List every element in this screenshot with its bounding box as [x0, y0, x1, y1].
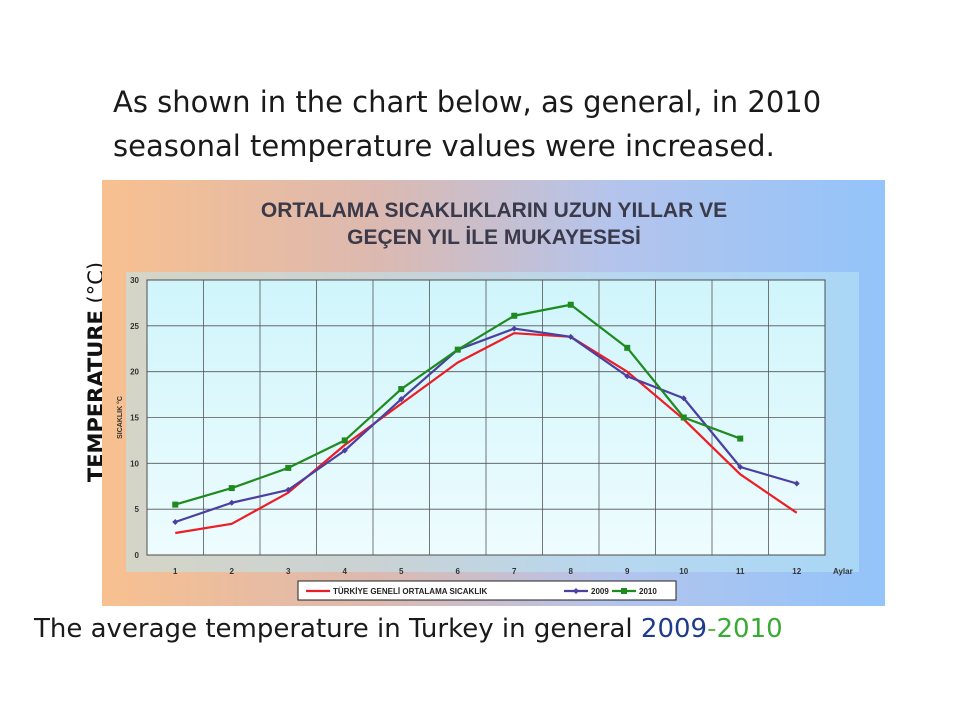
legend-label-0: TÜRKİYE GENELİ ORTALAMA SICAKLIK: [333, 587, 487, 596]
x-axis-label: Aylar: [833, 567, 853, 576]
series-line-0: [175, 332, 798, 535]
data-point: [454, 346, 461, 353]
x-tick-label: 11: [736, 567, 745, 576]
caption-year-2010: 2010: [716, 614, 783, 644]
temperature-chart: ORTALAMA SICAKLIKLARIN UZUN YILLAR VE GE…: [102, 180, 885, 606]
data-point: [567, 333, 574, 340]
data-point: [567, 301, 574, 308]
data-point: [737, 435, 744, 442]
x-tick-label: 5: [399, 567, 404, 576]
data-point: [341, 437, 348, 444]
data-point: [624, 373, 631, 380]
data-point: [624, 344, 631, 351]
legend-marker: [573, 588, 579, 594]
intro-text: As shown in the chart below, as general,…: [113, 80, 873, 168]
y-tick-label: 0: [135, 551, 140, 560]
data-point: [398, 396, 405, 403]
x-tick-label: 1: [173, 567, 178, 576]
x-tick-label: 12: [792, 567, 801, 576]
data-point: [511, 312, 518, 319]
data-point: [793, 480, 800, 487]
y-tick-label: 15: [130, 414, 139, 423]
data-point: [172, 501, 179, 508]
caption-year-2009: 2009: [640, 614, 708, 644]
y-tick-label: 10: [130, 459, 139, 468]
caption-text: The average temperature in Turkey in gen…: [34, 614, 641, 644]
data-point: [172, 519, 179, 525]
chart-subtitle: GEÇEN YIL İLE MUKAYESESİ: [347, 226, 641, 249]
data-point: [737, 464, 744, 470]
data-point: [680, 395, 687, 402]
chart-title: ORTALAMA SICAKLIKLARIN UZUN YILLAR VE: [261, 199, 727, 222]
data-point: [511, 325, 518, 332]
data-point: [341, 447, 348, 454]
legend-label-2: 2010: [639, 587, 657, 596]
x-tick-label: 8: [569, 567, 574, 576]
data-point: [285, 486, 292, 493]
legend-label-1: 2009: [591, 587, 609, 596]
legend-box: [297, 580, 677, 601]
y-tick-label: 25: [130, 322, 139, 331]
y-axis-label: SICAKLIK °C: [116, 396, 124, 439]
series-line-1: [174, 327, 798, 524]
intro-line-1: As shown in the chart below, as general,…: [113, 85, 822, 119]
x-tick-label: 9: [625, 567, 630, 576]
x-tick-label: 2: [230, 567, 235, 576]
temperature-chart-svg: ORTALAMA SICAKLIKLARIN UZUN YILLAR VE GE…: [102, 180, 885, 606]
y-tick-label: 5: [135, 505, 140, 514]
x-tick-label: 3: [286, 567, 291, 576]
data-point: [228, 485, 235, 492]
y-tick-label: 30: [130, 276, 139, 285]
data-point: [285, 464, 292, 471]
caption-dash: -: [707, 614, 717, 644]
data-point: [228, 499, 235, 506]
x-tick-label: 7: [512, 567, 517, 576]
chart-caption: The average temperature in Turkey in gen…: [34, 614, 783, 644]
y-tick-label: 20: [130, 368, 139, 377]
x-tick-label: 4: [343, 567, 348, 576]
intro-line-2: seasonal temperature values were increas…: [113, 129, 775, 163]
data-point: [398, 386, 405, 393]
legend-marker: [621, 588, 627, 594]
x-tick-label: 6: [456, 567, 461, 576]
data-point: [680, 414, 687, 421]
x-tick-label: 10: [679, 567, 688, 576]
